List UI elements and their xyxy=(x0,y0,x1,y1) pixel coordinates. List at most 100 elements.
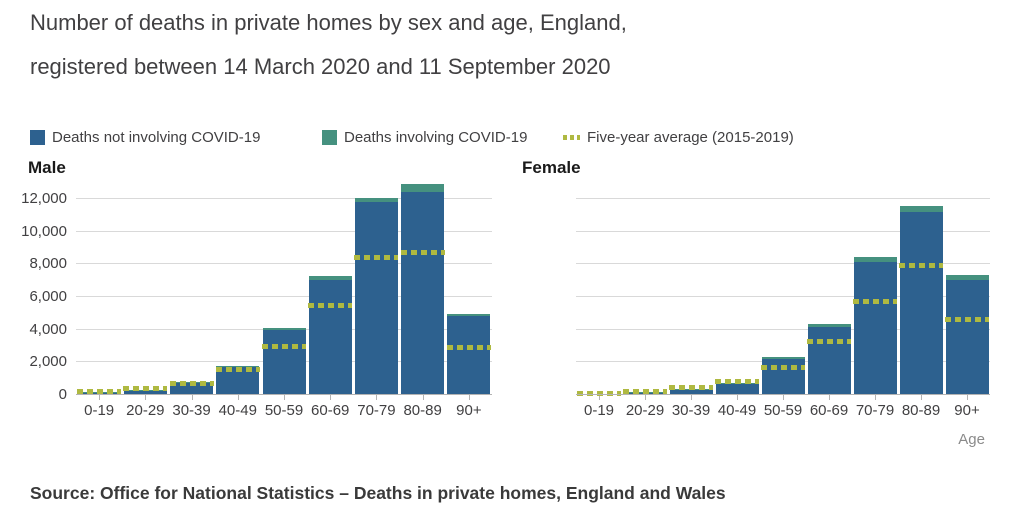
x-tick-label: 30-39 xyxy=(172,402,211,419)
x-tick-label: 70-79 xyxy=(855,402,895,419)
bar-not-covid xyxy=(262,330,306,395)
x-tick-label: 60-69 xyxy=(311,402,350,419)
x-axis-tick xyxy=(468,395,470,400)
bar-covid xyxy=(807,324,851,328)
x-tick-label: 50-59 xyxy=(763,402,803,419)
x-axis-tick xyxy=(599,395,600,400)
y-tick-label: 0 xyxy=(58,386,67,403)
bar-not-covid xyxy=(669,389,713,395)
bar-covid xyxy=(945,274,989,280)
bar-not-covid xyxy=(401,191,445,395)
bar-covid xyxy=(853,257,897,262)
bar-not-covid xyxy=(899,212,943,395)
legend-label-not-covid: Deaths not involving COVID-19 xyxy=(52,129,261,146)
female-chart-plot-area: 0-19 20-29 30-39 40-49 50-59 60-69 70-79 80-89 9… xyxy=(576,183,990,419)
panel-title-male: Male xyxy=(28,158,66,177)
x-axis-tick xyxy=(284,395,285,400)
x-tick-label: 0-19 xyxy=(583,402,615,419)
y-tick-label: 10,000 xyxy=(21,222,67,240)
x-tick-label: 50-59 xyxy=(264,402,304,419)
legend-item-average: Five-year average (2015-2019) xyxy=(563,129,794,146)
five-year-average-dash xyxy=(77,389,122,395)
five-year-average-dash xyxy=(761,364,805,370)
five-year-average-dash xyxy=(853,299,897,305)
y-tick-label: 2,000 xyxy=(29,353,67,371)
x-axis-title: Age xyxy=(958,431,985,448)
gridline xyxy=(76,263,492,265)
bar-not-covid xyxy=(447,315,491,395)
x-tick-label: 90+ xyxy=(456,402,482,419)
five-year-average-dash xyxy=(669,385,713,391)
x-tick-label: 0-19 xyxy=(84,402,115,419)
bar-covid xyxy=(308,275,352,280)
bar-covid xyxy=(354,198,398,203)
x-axis-tick xyxy=(783,395,784,400)
legend-label-average: Five-year average (2015-2019) xyxy=(587,129,794,146)
x-axis-tick xyxy=(829,395,830,400)
five-year-average-dash xyxy=(308,302,353,308)
five-year-average-dash xyxy=(807,339,851,345)
x-tick-label: 90+ xyxy=(954,402,980,419)
five-year-average-dash xyxy=(354,255,399,261)
five-year-average-dash xyxy=(215,367,260,373)
y-tick-label: 6,000 xyxy=(29,288,67,305)
male-chart-plot-area: 0 2,000 4,000 6,000 8,000 10,000 12,000 0-19 20-… xyxy=(21,183,492,419)
gridline xyxy=(576,296,990,297)
five-year-average-dash xyxy=(446,345,491,351)
bar-covid xyxy=(262,328,306,331)
x-tick-label: 70-79 xyxy=(357,402,396,419)
bar-not-covid xyxy=(853,261,897,395)
x-tick-label: 80-89 xyxy=(403,402,442,419)
bar-covid xyxy=(761,357,805,360)
gridline xyxy=(576,263,990,265)
five-year-average-dash xyxy=(623,388,667,394)
bar-not-covid xyxy=(945,279,989,395)
x-tick-label: 20-29 xyxy=(126,402,165,419)
bar-covid xyxy=(447,313,491,316)
five-year-average-dash xyxy=(169,381,214,387)
x-axis-tick xyxy=(376,395,378,400)
gridline xyxy=(76,198,492,199)
x-tick-label: 40-49 xyxy=(218,402,257,419)
five-year-average-dash xyxy=(262,343,306,349)
five-year-average-dash xyxy=(945,317,989,323)
covid-swatch-icon xyxy=(322,130,337,145)
chart-title-line-2: registered between 14 March 2020 and 11 … xyxy=(30,54,611,79)
gridline xyxy=(576,198,990,199)
x-axis-tick xyxy=(237,395,239,400)
x-tick-label: 80-89 xyxy=(901,402,941,419)
x-axis-tick xyxy=(967,395,968,400)
x-axis-tick xyxy=(691,395,692,400)
gridline xyxy=(76,230,492,232)
x-axis-tick xyxy=(875,395,876,400)
bar-covid xyxy=(216,365,260,367)
bar-covid xyxy=(899,205,943,213)
x-axis-tick xyxy=(422,395,424,400)
bar-not-covid xyxy=(308,279,352,395)
x-axis-tick xyxy=(330,395,332,400)
legend-item-not-covid: Deaths not involving COVID-19 xyxy=(30,129,260,146)
source-note: Source: Office for National Statistics –… xyxy=(30,483,726,503)
gridline xyxy=(576,230,990,232)
y-tick-label: 4,000 xyxy=(29,320,67,338)
x-axis-tick xyxy=(737,395,738,400)
x-axis-line xyxy=(576,394,990,395)
bar-not-covid xyxy=(807,327,851,395)
gridline xyxy=(576,328,990,330)
x-axis-tick xyxy=(921,395,922,400)
x-tick-label: 20-29 xyxy=(625,402,665,419)
bar-covid xyxy=(401,184,445,192)
five-year-average-dash xyxy=(400,250,445,256)
five-year-average-dash xyxy=(123,385,168,391)
x-axis-tick xyxy=(645,395,646,400)
panel-title-female: Female xyxy=(522,158,581,177)
y-tick-label: 8,000 xyxy=(29,255,67,273)
legend-label-covid: Deaths involving COVID-19 xyxy=(344,129,528,146)
x-tick-label: 30-39 xyxy=(671,402,711,419)
five-year-average-dash xyxy=(715,378,759,384)
bar-not-covid xyxy=(123,390,167,395)
chart-title: Number of deaths in private homes by sex… xyxy=(30,1,627,89)
not-covid-swatch-icon xyxy=(30,130,45,145)
five-year-average-dash xyxy=(577,390,621,396)
